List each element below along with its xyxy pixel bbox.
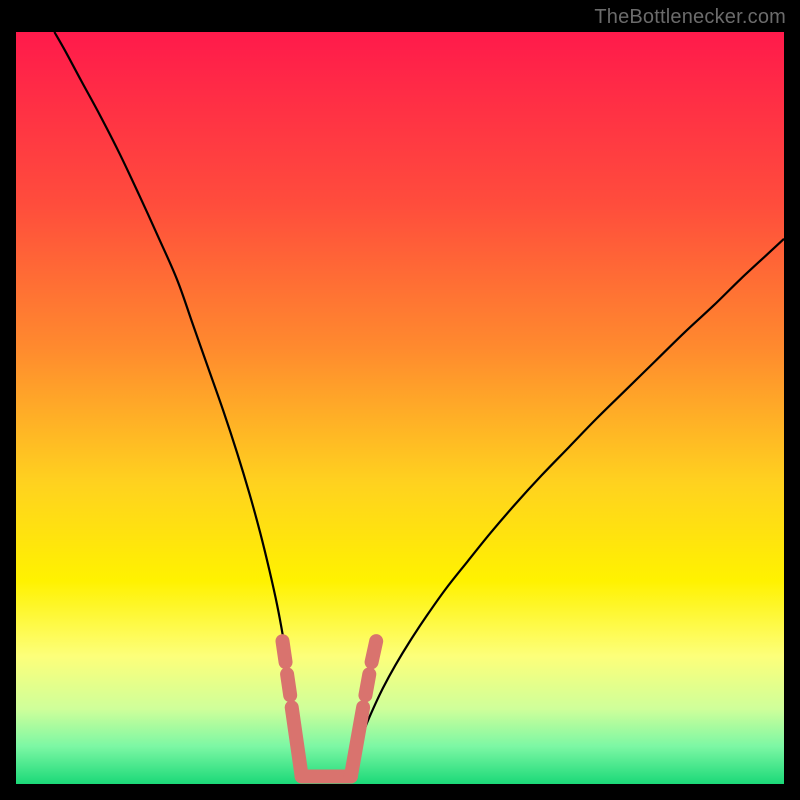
plot-background [16, 32, 784, 784]
dash-segment [365, 674, 369, 695]
dash-segment [372, 641, 377, 662]
bottleneck-chart [0, 0, 800, 800]
dash-segment [292, 707, 302, 776]
dash-segment [287, 674, 290, 695]
dash-segment [282, 641, 285, 662]
watermark-label: TheBottlenecker.com [594, 6, 786, 29]
